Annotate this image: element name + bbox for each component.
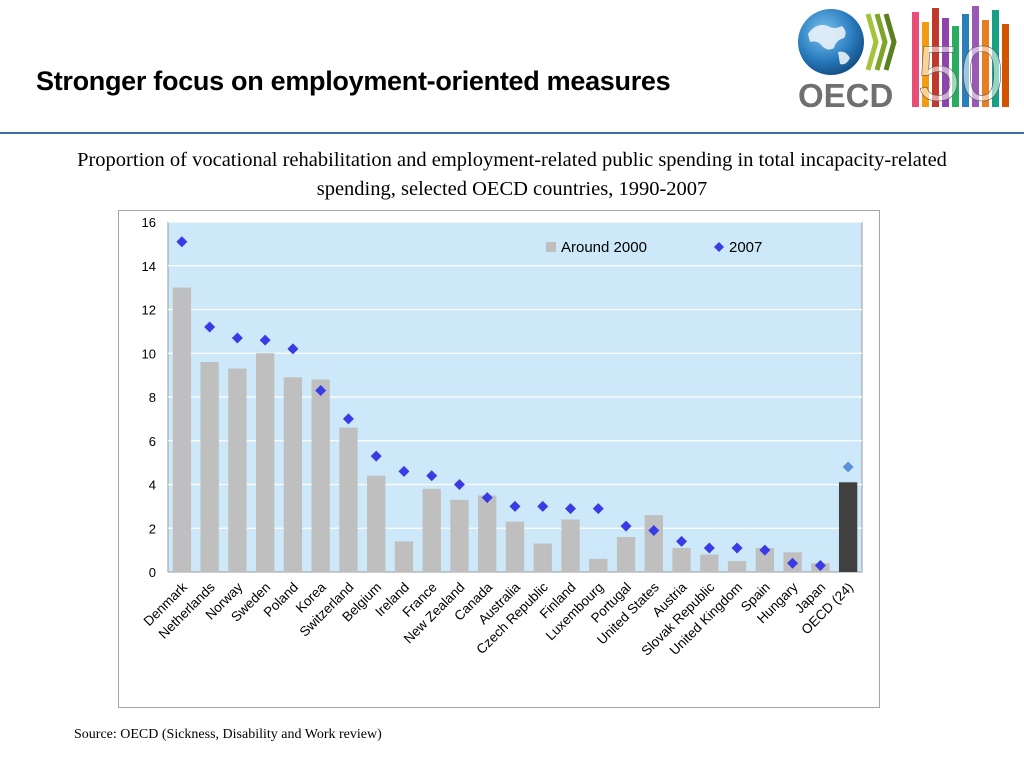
slide-title: Stronger focus on employment-oriented me… xyxy=(36,66,671,96)
y-tick-label: 0 xyxy=(149,565,156,580)
marker-2007 xyxy=(176,236,188,248)
bar-around-2000 xyxy=(589,558,608,572)
y-tick-label: 8 xyxy=(149,390,156,405)
gridlines xyxy=(168,221,862,529)
marker-2007 xyxy=(426,470,438,482)
y-tick-label: 16 xyxy=(142,215,156,230)
marker-2007 xyxy=(342,413,354,425)
marker-2007 xyxy=(814,559,826,571)
legend-swatch-around-2000 xyxy=(546,242,556,252)
bar-around-2000 xyxy=(255,353,275,572)
bar-around-2000 xyxy=(172,287,192,572)
marker-2007 xyxy=(703,542,715,554)
marker-2007 xyxy=(481,492,493,504)
chart-title: Proportion of vocational rehabilitation … xyxy=(77,149,947,200)
markers-2007 xyxy=(176,236,854,571)
bar-around-2000 xyxy=(755,547,775,572)
bar-around-2000 xyxy=(228,368,247,572)
marker-2007 xyxy=(509,500,521,512)
oecd-50-logo: OECD 50 xyxy=(798,6,1009,112)
legend-label-2007: 2007 xyxy=(729,239,762,256)
marker-2007 xyxy=(287,343,299,355)
source-note: Source: OECD (Sickness, Disability and W… xyxy=(74,727,382,742)
y-tick-label: 12 xyxy=(142,303,156,318)
globe-icon xyxy=(798,9,864,75)
oecd-chevrons-icon xyxy=(865,13,897,71)
y-axis-ticks: 0 2 4 6 8 10 12 14 16 xyxy=(142,215,156,580)
bar-around-2000 xyxy=(616,537,636,572)
marker-2007 xyxy=(759,544,771,556)
legend-marker-2007 xyxy=(714,242,724,252)
marker-2007 xyxy=(231,332,243,344)
bar-around-2000 xyxy=(533,543,552,572)
bar-around-2000 xyxy=(394,541,414,572)
bar-around-2000 xyxy=(311,379,330,572)
oecd-logo-text: OECD xyxy=(798,77,893,112)
y-tick-label: 14 xyxy=(142,259,156,274)
marker-2007 xyxy=(204,321,216,333)
legend-label-around-2000: Around 2000 xyxy=(561,239,647,256)
bar-around-2000 xyxy=(367,475,386,572)
bar-around-2000 xyxy=(200,362,219,572)
marker-2007 xyxy=(787,557,799,569)
marker-2007 xyxy=(620,520,632,532)
bar-around-2000 xyxy=(339,427,358,572)
marker-2007 xyxy=(676,535,688,547)
marker-2007 xyxy=(370,450,382,462)
bar-around-2000 xyxy=(450,499,469,572)
chart: 0 2 4 6 8 10 12 14 16 DenmarkNetherlandsNorwaySw… xyxy=(141,215,863,659)
bar-around-2000 xyxy=(478,495,497,572)
marker-2007 xyxy=(453,479,465,490)
anniversary-50-text: 50 xyxy=(917,29,1004,112)
bar-around-2000 xyxy=(644,515,663,572)
marker-2007 xyxy=(315,384,327,396)
legend: Around 2000 2007 xyxy=(546,239,762,256)
y-tick-label: 4 xyxy=(149,478,156,493)
anniversary-50-icon: 50 xyxy=(912,6,1009,112)
y-tick-label: 6 xyxy=(149,434,156,449)
bar-around-2000 xyxy=(561,519,580,572)
marker-2007 xyxy=(259,334,271,346)
y-tick-label: 2 xyxy=(149,521,156,536)
bar-around-2000 xyxy=(700,554,719,572)
marker-2007 xyxy=(648,524,660,536)
marker-2007 xyxy=(537,500,549,512)
bar-around-2000 xyxy=(672,547,691,572)
bar-around-2000 xyxy=(838,482,858,572)
bar-around-2000 xyxy=(727,561,747,572)
marker-2007 xyxy=(731,542,743,554)
marker-2007 xyxy=(565,503,577,515)
marker-2007 xyxy=(592,503,604,515)
bar-around-2000 xyxy=(283,377,303,572)
marker-2007 xyxy=(398,465,410,477)
bars-around-2000 xyxy=(172,287,858,572)
y-tick-label: 10 xyxy=(142,346,156,361)
marker-2007 xyxy=(842,461,854,473)
header-divider xyxy=(0,132,1024,134)
x-axis-labels: DenmarkNetherlandsNorwaySwedenPolandKore… xyxy=(141,579,857,658)
bar-around-2000 xyxy=(422,488,441,572)
bar-around-2000 xyxy=(505,521,525,572)
